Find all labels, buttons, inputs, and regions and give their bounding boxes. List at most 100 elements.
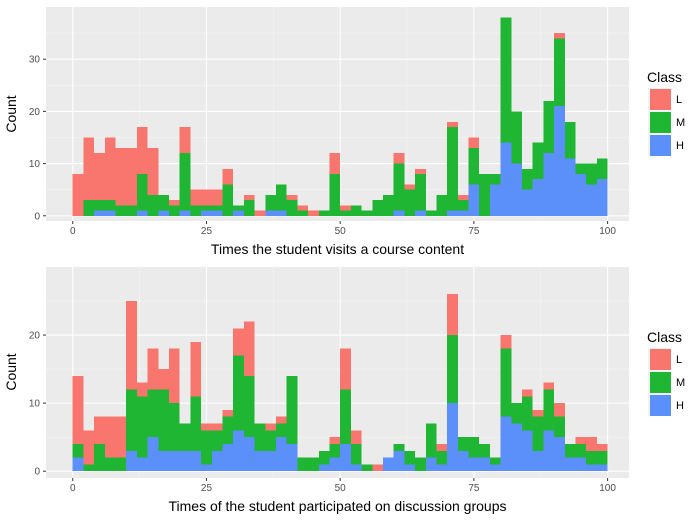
y-tick-label: 0: [34, 467, 40, 478]
bar-l: [243, 321, 255, 376]
bar-l: [543, 382, 555, 390]
bar-l: [329, 153, 341, 175]
bar-l: [340, 348, 351, 390]
bar-l: [94, 153, 105, 201]
legend-key-h: [650, 135, 671, 156]
bar-l: [126, 301, 137, 390]
bar-m: [201, 430, 212, 465]
bar-h: [126, 450, 137, 472]
bar-m: [447, 335, 458, 404]
x-tick-label: 50: [335, 483, 347, 494]
bar-m: [468, 147, 480, 185]
bar-l: [393, 153, 405, 164]
x-tick-label: 25: [201, 226, 213, 237]
bar-h: [511, 423, 523, 472]
bar-l: [500, 335, 512, 349]
bar-m: [329, 174, 341, 216]
bar-m: [190, 205, 202, 216]
bar-l: [297, 205, 309, 211]
bar-h: [522, 189, 533, 216]
bar-h: [489, 184, 501, 216]
bar-m: [489, 457, 501, 465]
bar-l: [447, 294, 458, 336]
bar-h: [596, 179, 608, 216]
bar-m: [340, 389, 351, 444]
x-tick-label: 75: [468, 483, 480, 494]
bar-m: [500, 17, 512, 143]
bar-h: [286, 443, 298, 472]
bar-l: [447, 121, 458, 128]
bar-l: [308, 210, 319, 216]
x-tick-label: 0: [70, 483, 76, 494]
bar-l: [415, 168, 426, 175]
bar-h: [275, 210, 287, 216]
bar-h: [201, 210, 212, 216]
bar-l: [404, 184, 416, 190]
bar-h: [564, 158, 576, 216]
bar-l: [115, 147, 127, 206]
bar-m: [329, 443, 341, 458]
bar-h: [468, 457, 480, 472]
bar-m: [350, 443, 362, 465]
bar-h: [554, 437, 565, 472]
bar-h: [586, 464, 597, 472]
bar-h: [265, 450, 276, 472]
x-tick-label: 100: [599, 483, 616, 494]
bar-m: [522, 396, 533, 431]
bar-m: [404, 450, 416, 465]
bar-m: [136, 174, 148, 211]
bar-l: [169, 348, 180, 404]
bar-m: [94, 443, 105, 472]
bar-h: [575, 174, 587, 216]
bar-m: [575, 443, 587, 458]
legend-key-l: [650, 89, 671, 110]
bar-m: [115, 205, 127, 216]
legend-key-h: [650, 395, 671, 416]
bar-l: [265, 423, 276, 431]
bar-m: [532, 142, 544, 180]
bar-h: [179, 450, 191, 472]
y-tick-label: 20: [29, 107, 41, 118]
bar-l: [372, 464, 383, 472]
bar-l: [147, 147, 159, 195]
bar-l: [169, 200, 180, 206]
bar-m: [83, 200, 95, 216]
bar-m: [425, 423, 437, 458]
y-axis-title: Count: [3, 353, 19, 390]
bar-m: [201, 205, 212, 211]
bar-m: [511, 111, 523, 164]
bar-m: [275, 423, 287, 438]
bar-m: [243, 200, 255, 216]
bar-m: [522, 168, 533, 190]
bar-m: [179, 423, 191, 451]
bar-l: [532, 409, 544, 417]
y-tick-label: 20: [29, 331, 41, 342]
bar-m: [532, 416, 544, 451]
bar-l: [115, 416, 127, 458]
bar-m: [147, 194, 159, 216]
bar-m: [564, 121, 576, 159]
bar-h: [211, 450, 223, 472]
bar-m: [115, 457, 127, 472]
legend-key-l: [650, 349, 671, 370]
bar-m: [190, 396, 202, 451]
bar-h: [415, 210, 426, 216]
bar-m: [415, 457, 426, 472]
legend: Class LMH: [647, 69, 685, 156]
bar-h: [500, 416, 512, 472]
bar-m: [436, 194, 448, 216]
bar-l: [147, 348, 159, 390]
bar-h: [500, 142, 512, 216]
legend-label-m: M: [676, 377, 685, 389]
bar-m: [543, 100, 555, 154]
legend-label-h: H: [676, 400, 684, 412]
bar-m: [158, 194, 170, 211]
bar-m: [479, 443, 490, 458]
x-tick-label: 0: [70, 226, 76, 237]
bar-m: [393, 443, 405, 451]
bar-l: [158, 369, 170, 390]
bar-h: [457, 450, 469, 472]
bar-l: [522, 389, 533, 397]
bar-m: [126, 205, 137, 216]
